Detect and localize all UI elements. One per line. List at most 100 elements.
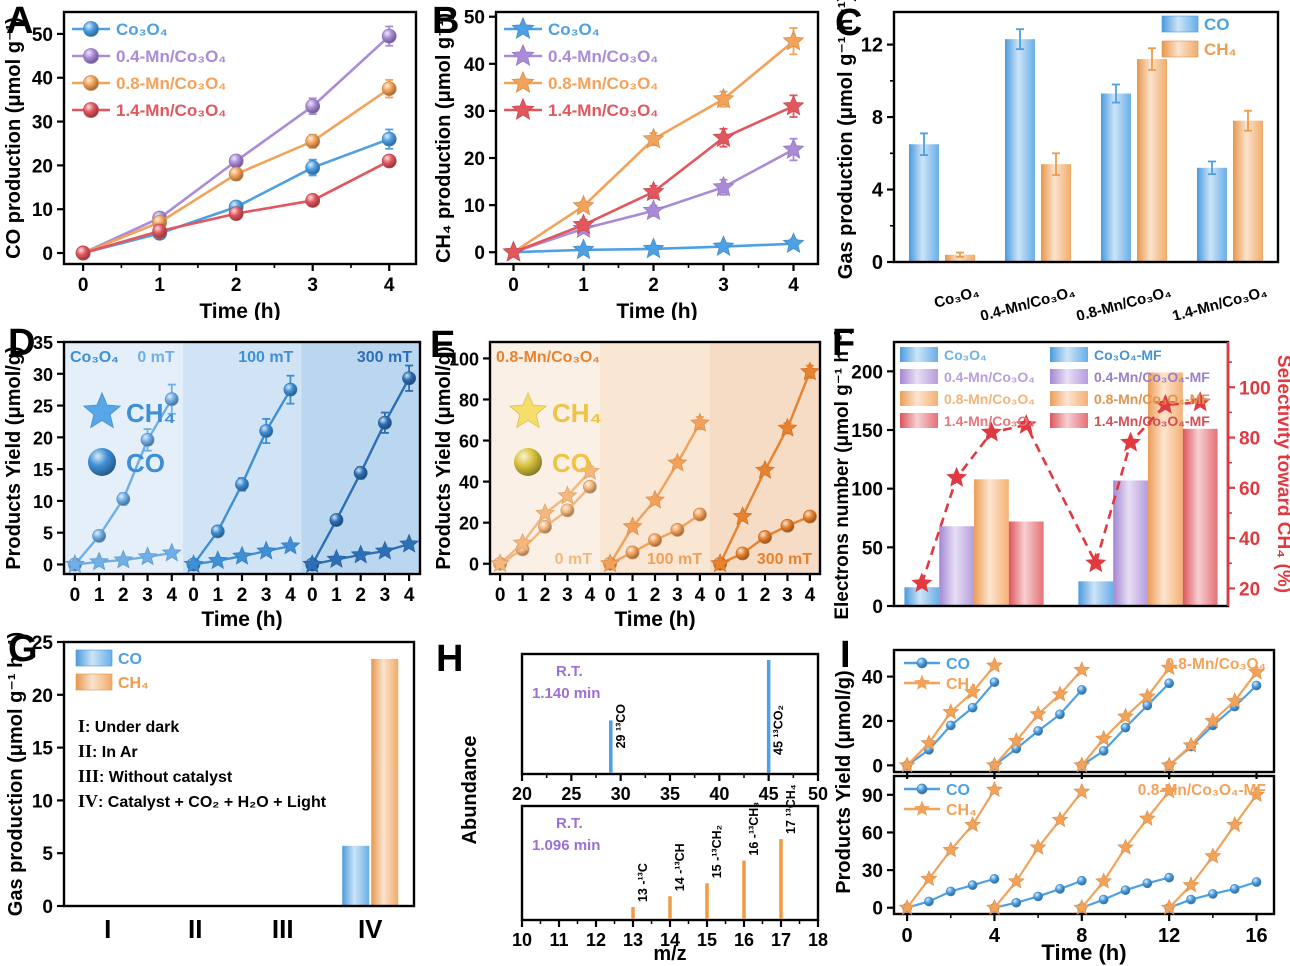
- svg-text:17: 17: [771, 930, 791, 950]
- panel-d-letter: D: [8, 322, 36, 364]
- svg-text:20: 20: [459, 514, 479, 534]
- svg-text:Time (h): Time (h): [616, 300, 697, 320]
- svg-text:10: 10: [32, 791, 53, 812]
- svg-text:5: 5: [43, 524, 53, 544]
- svg-text:300 mT: 300 mT: [357, 349, 412, 366]
- svg-text:14 -¹³CH: 14 -¹³CH: [673, 843, 687, 891]
- svg-text:4: 4: [872, 180, 884, 202]
- svg-text:20: 20: [862, 712, 883, 733]
- svg-text:4: 4: [585, 585, 596, 606]
- svg-text:0: 0: [715, 585, 726, 606]
- svg-text:1: 1: [517, 585, 528, 606]
- svg-text:15: 15: [33, 460, 53, 480]
- svg-text:0: 0: [495, 585, 506, 606]
- svg-text:4: 4: [695, 585, 706, 606]
- svg-text:Co₃O₄: Co₃O₄: [944, 347, 987, 363]
- svg-text:0 mT: 0 mT: [137, 349, 175, 366]
- svg-text:0: 0: [307, 585, 318, 606]
- panel-a: A 0 10 20 30 40 50 0 1 2 3 4 Co₃O₄ 0.4-Mn/Co₃O₄ 0.8-M…: [0, 0, 430, 320]
- svg-text:CH₄: CH₄: [946, 802, 977, 819]
- panel-f: F 0 50 100 150 200 20 40 60 80 100 Co₃O₄ 0.4-Mn/Co₃…: [830, 320, 1290, 630]
- svg-text:40: 40: [464, 55, 485, 76]
- svg-text:Time (h): Time (h): [201, 608, 282, 630]
- panel-e-letter: E: [430, 324, 456, 366]
- panel-i-letter: I: [840, 634, 851, 676]
- svg-text:1: 1: [737, 585, 748, 606]
- svg-text:30: 30: [611, 784, 631, 804]
- svg-text:300 mT: 300 mT: [757, 551, 812, 568]
- svg-text:CO: CO: [552, 448, 591, 478]
- svg-text:I: Under dark: I: Under dark: [78, 716, 179, 736]
- svg-text:29 ¹³CO: 29 ¹³CO: [614, 704, 628, 749]
- svg-text:50: 50: [464, 8, 485, 29]
- svg-text:1: 1: [212, 585, 223, 606]
- panel-a-letter: A: [6, 0, 34, 42]
- svg-text:35: 35: [660, 784, 680, 804]
- panel-i-chart: 0 20 40 CO CH₄ 0.8-Mn/Co₃O₄ 0 30 60 90 0 4 8 12 16 CO CH…: [833, 648, 1276, 965]
- svg-text:13: 13: [623, 930, 643, 950]
- panel-f-chart: 0 50 100 150 200 20 40 60 80 100 Co₃O₄ 0.4-Mn/Co₃O₄…: [832, 328, 1290, 619]
- svg-text:1: 1: [331, 585, 342, 606]
- svg-text:14: 14: [660, 930, 680, 950]
- svg-text:12: 12: [1158, 925, 1180, 947]
- svg-text:3: 3: [782, 585, 793, 606]
- svg-text:4: 4: [989, 925, 1001, 947]
- svg-text:5: 5: [42, 844, 53, 865]
- svg-text:30: 30: [464, 102, 485, 123]
- svg-text:IV: Catalyst + CO₂ + H₂O + Lig: IV: Catalyst + CO₂ + H₂O + Light: [78, 791, 327, 811]
- svg-text:CH₄: CH₄: [552, 398, 602, 428]
- svg-text:20: 20: [1239, 579, 1260, 600]
- svg-text:CO: CO: [946, 782, 970, 799]
- svg-text:35: 35: [33, 333, 53, 353]
- svg-text:Products Yield (μmol/g): Products Yield (μmol/g): [3, 346, 25, 569]
- svg-text:10: 10: [464, 196, 485, 217]
- svg-text:40: 40: [32, 69, 53, 90]
- svg-text:CH₄: CH₄: [126, 398, 176, 428]
- panel-b-letter: B: [432, 0, 460, 42]
- svg-text:0.8-Mn/Co₃O₄: 0.8-Mn/Co₃O₄: [944, 391, 1035, 407]
- svg-text:4: 4: [404, 585, 415, 606]
- svg-text:0.4-Mn/Co₃O₄: 0.4-Mn/Co₃O₄: [979, 283, 1078, 320]
- svg-text:0: 0: [902, 925, 913, 947]
- svg-text:1.4-Mn/Co₃O₄: 1.4-Mn/Co₃O₄: [548, 101, 658, 120]
- svg-text:90: 90: [862, 786, 883, 807]
- svg-text:12: 12: [586, 930, 606, 950]
- svg-text:40: 40: [459, 473, 479, 493]
- svg-text:CO: CO: [126, 448, 165, 478]
- svg-text:Co₃O₄: Co₃O₄: [70, 349, 119, 366]
- svg-text:100: 100: [1239, 378, 1271, 399]
- svg-text:0: 0: [78, 275, 89, 296]
- svg-text:0.8-Mn/Co₃O₄: 0.8-Mn/Co₃O₄: [496, 349, 600, 366]
- svg-text:II: In Ar: II: In Ar: [78, 741, 138, 761]
- svg-text:2: 2: [355, 585, 366, 606]
- svg-text:3: 3: [718, 275, 729, 296]
- svg-text:R.T.: R.T.: [556, 815, 583, 832]
- svg-text:1: 1: [94, 585, 105, 606]
- svg-text:10: 10: [32, 200, 53, 221]
- svg-text:25: 25: [32, 633, 54, 654]
- svg-text:18: 18: [808, 930, 828, 950]
- svg-text:20: 20: [512, 784, 532, 804]
- svg-text:100: 100: [851, 480, 883, 501]
- svg-text:40: 40: [862, 668, 883, 689]
- panel-h: H 20 25 30 35 40 45 50 29 ¹³CO 45 ¹³CO₂ R.T. 1.140…: [430, 630, 830, 966]
- svg-text:m/z: m/z: [653, 943, 686, 965]
- svg-text:1.4-Mn/Co₃O₄: 1.4-Mn/Co₃O₄: [116, 101, 226, 120]
- svg-text:50: 50: [862, 538, 883, 559]
- panel-i: I 0 20 40 CO CH₄ 0.8-Mn/Co₃O₄ 0 30 60 90 0 4 8 12 16 CO…: [830, 630, 1290, 966]
- svg-text:30: 30: [862, 861, 883, 882]
- svg-text:15: 15: [32, 739, 54, 760]
- svg-text:CO: CO: [118, 651, 142, 668]
- svg-text:1: 1: [578, 275, 589, 296]
- svg-text:III: III: [272, 914, 294, 944]
- panel-h-chart: 20 25 30 35 40 45 50 29 ¹³CO 45 ¹³CO₂ R.T. 1.140 m…: [459, 652, 828, 965]
- svg-text:CO: CO: [946, 656, 970, 673]
- svg-text:0: 0: [42, 897, 53, 918]
- svg-text:0: 0: [508, 275, 519, 296]
- svg-text:45: 45: [759, 784, 779, 804]
- svg-text:0: 0: [872, 899, 883, 920]
- svg-text:0: 0: [43, 555, 53, 575]
